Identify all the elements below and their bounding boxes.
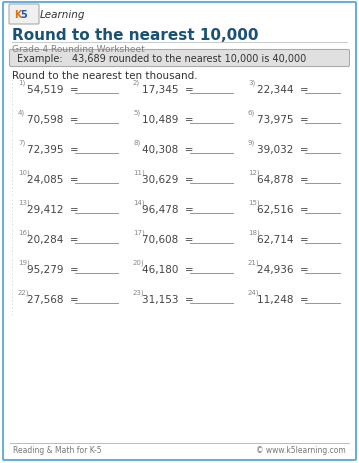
Text: 1): 1) bbox=[18, 80, 25, 86]
Text: 40,308  =: 40,308 = bbox=[142, 144, 194, 155]
Text: Learning: Learning bbox=[40, 10, 85, 20]
Text: 70,598  =: 70,598 = bbox=[27, 115, 79, 125]
Text: 19): 19) bbox=[18, 259, 30, 266]
Text: 5: 5 bbox=[20, 10, 27, 20]
Text: 62,714  =: 62,714 = bbox=[257, 234, 309, 244]
Text: 10): 10) bbox=[18, 169, 30, 176]
Text: 6): 6) bbox=[248, 110, 255, 116]
Text: 10,489  =: 10,489 = bbox=[142, 115, 194, 125]
Text: Example:   43,689 rounded to the nearest 10,000 is 40,000: Example: 43,689 rounded to the nearest 1… bbox=[17, 54, 306, 64]
Text: 20,284  =: 20,284 = bbox=[27, 234, 79, 244]
FancyBboxPatch shape bbox=[9, 5, 39, 25]
Text: 18): 18) bbox=[248, 230, 260, 236]
Text: 15): 15) bbox=[248, 200, 260, 206]
Text: 30,629  =: 30,629 = bbox=[142, 175, 194, 185]
Text: 20): 20) bbox=[133, 259, 145, 266]
Text: 17): 17) bbox=[133, 230, 145, 236]
Text: 64,878  =: 64,878 = bbox=[257, 175, 309, 185]
Text: 11): 11) bbox=[133, 169, 145, 176]
Text: 23): 23) bbox=[133, 289, 145, 296]
Text: 8): 8) bbox=[133, 140, 140, 146]
Text: 62,516  =: 62,516 = bbox=[257, 205, 309, 214]
Text: 22,344  =: 22,344 = bbox=[257, 85, 309, 95]
Text: 21): 21) bbox=[248, 259, 260, 266]
Text: 4): 4) bbox=[18, 110, 25, 116]
Text: Reading & Math for K-5: Reading & Math for K-5 bbox=[13, 445, 102, 455]
Text: 24,085  =: 24,085 = bbox=[27, 175, 79, 185]
Text: Round to the nearest 10,000: Round to the nearest 10,000 bbox=[12, 28, 258, 44]
Text: 13): 13) bbox=[18, 200, 30, 206]
Text: 2): 2) bbox=[133, 80, 140, 86]
Text: 95,279  =: 95,279 = bbox=[27, 264, 79, 275]
Text: 5): 5) bbox=[133, 110, 140, 116]
Text: 9): 9) bbox=[248, 140, 255, 146]
Text: Round to the nearest ten thousand.: Round to the nearest ten thousand. bbox=[12, 71, 197, 81]
Text: K: K bbox=[14, 10, 22, 20]
FancyBboxPatch shape bbox=[3, 3, 356, 460]
Text: 72,395  =: 72,395 = bbox=[27, 144, 79, 155]
Text: 54,519  =: 54,519 = bbox=[27, 85, 79, 95]
Text: 29,412  =: 29,412 = bbox=[27, 205, 79, 214]
Text: 12): 12) bbox=[248, 169, 260, 176]
Text: 27,568  =: 27,568 = bbox=[27, 294, 79, 304]
Text: 22): 22) bbox=[18, 289, 29, 296]
Text: 16): 16) bbox=[18, 230, 30, 236]
Text: 3): 3) bbox=[248, 80, 255, 86]
Text: Grade 4 Rounding Worksheet: Grade 4 Rounding Worksheet bbox=[12, 44, 145, 53]
Text: 70,608  =: 70,608 = bbox=[142, 234, 194, 244]
Text: 11,248  =: 11,248 = bbox=[257, 294, 309, 304]
Text: 46,180  =: 46,180 = bbox=[142, 264, 194, 275]
Text: 14): 14) bbox=[133, 200, 145, 206]
Text: 24,936  =: 24,936 = bbox=[257, 264, 309, 275]
Text: 31,153  =: 31,153 = bbox=[142, 294, 194, 304]
Text: © www.k5learning.com: © www.k5learning.com bbox=[256, 445, 346, 455]
Text: 17,345  =: 17,345 = bbox=[142, 85, 194, 95]
Text: 96,478  =: 96,478 = bbox=[142, 205, 194, 214]
Text: 7): 7) bbox=[18, 140, 25, 146]
Text: 24): 24) bbox=[248, 289, 260, 296]
Text: 73,975  =: 73,975 = bbox=[257, 115, 309, 125]
FancyBboxPatch shape bbox=[9, 50, 350, 67]
Text: 39,032  =: 39,032 = bbox=[257, 144, 309, 155]
